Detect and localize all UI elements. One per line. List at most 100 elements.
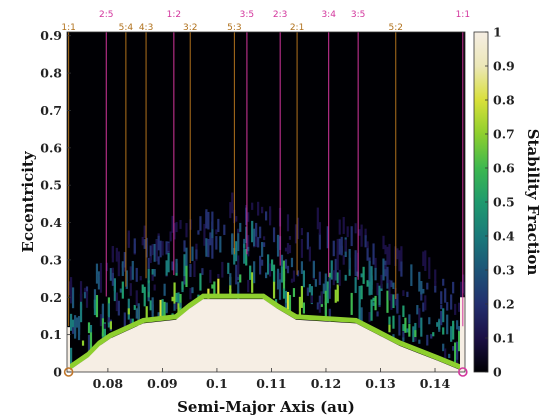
speckle-cell — [400, 246, 403, 263]
speckle-cell — [149, 245, 152, 260]
speckle-cell — [394, 293, 397, 306]
speckle-cell — [370, 299, 373, 321]
resonance-label: 1:1 — [61, 23, 75, 33]
speckle-cell — [402, 331, 405, 340]
speckle-cell — [314, 279, 317, 287]
speckle-cell — [205, 209, 208, 229]
speckle-cell — [77, 319, 81, 341]
colorbar-tick-label: 0.8 — [493, 93, 515, 108]
colorbar-tick-label: 0.9 — [493, 59, 515, 74]
colorbar-tick-label: 0.3 — [493, 263, 515, 278]
speckle-cell — [235, 264, 238, 285]
speckle-cell — [414, 337, 417, 342]
speckle-cell — [350, 226, 353, 247]
speckle-cell — [107, 303, 110, 325]
speckle-cell — [362, 266, 365, 284]
speckle-cell — [259, 226, 262, 239]
speckle-cell — [290, 278, 294, 283]
speckle-cell — [175, 258, 178, 273]
speckle-cell — [358, 298, 361, 314]
colorbar-tick-label: 0.6 — [493, 161, 515, 176]
speckle-cell — [149, 256, 152, 263]
speckle-cell — [115, 292, 118, 312]
speckle-cell — [257, 237, 260, 248]
speckle-cell — [131, 260, 134, 280]
speckle-cell — [93, 289, 97, 310]
speckle-cell — [171, 261, 174, 271]
speckle-cell — [189, 266, 192, 277]
speckle-cell — [149, 300, 152, 311]
speckle-cell — [69, 347, 73, 365]
speckle-cell — [175, 222, 178, 233]
speckle-cell — [99, 274, 103, 293]
speckle-cell — [147, 283, 150, 292]
speckle-cell — [141, 284, 144, 293]
speckle-cell — [300, 227, 304, 236]
speckle-cell — [350, 292, 353, 315]
x-tick-label: 0.1 — [206, 376, 228, 391]
speckle-cell — [103, 330, 106, 335]
speckle-cell — [197, 230, 200, 235]
speckle-cell — [247, 246, 250, 252]
speckle-cell — [109, 268, 112, 281]
speckle-cell — [245, 249, 248, 266]
speckle-cell — [374, 257, 377, 270]
speckle-cell — [334, 289, 337, 303]
colorbar-title: Stability Fraction — [524, 129, 542, 276]
speckle-cell — [374, 267, 377, 281]
y-axis: 0 0.1 0.2 0.3 0.4 0.5 0.6 0.7 0.8 0.9 — [40, 28, 71, 380]
speckle-cell — [185, 247, 188, 266]
speckle-cell — [464, 282, 465, 296]
speckle-cell — [318, 303, 321, 313]
speckle-cell — [452, 320, 455, 340]
speckle-cell — [426, 282, 429, 290]
speckle-cell — [336, 272, 339, 284]
resonance-label: 4:3 — [139, 23, 153, 33]
resonance-label: 2:1 — [290, 23, 304, 33]
speckle-cell — [101, 332, 105, 342]
speckle-cell — [229, 288, 232, 296]
speckle-cell — [155, 239, 158, 262]
speckle-cell — [237, 255, 240, 278]
speckle-cell — [302, 302, 305, 314]
speckle-cell — [261, 242, 264, 257]
speckle-cell — [414, 330, 417, 340]
speckle-cell — [342, 255, 345, 265]
speckle-cell — [121, 261, 124, 276]
speckle-cell — [251, 220, 254, 243]
speckle-cell — [195, 249, 198, 259]
speckle-cell — [434, 285, 437, 293]
speckle-cell — [368, 312, 371, 322]
speckle-cell — [75, 317, 79, 328]
speckle-cell — [183, 254, 186, 277]
resonance-labels: 1:1 2:5 5:4 4:3 1:23:2 5:3 3:5 2:32:1 3:4 3:5 5:2 1… — [61, 10, 470, 33]
speckle-cell — [452, 281, 455, 294]
speckle-cell — [388, 316, 391, 325]
speckle-cell — [280, 266, 284, 283]
speckle-cell — [213, 281, 216, 296]
speckle-cell — [191, 246, 194, 261]
plot-frame — [66, 31, 466, 373]
speckle-cell — [261, 206, 264, 214]
plot-area — [67, 32, 465, 372]
speckle-cell — [420, 281, 423, 295]
speckle-cell — [83, 292, 87, 299]
x-tick-label: 0.12 — [311, 376, 341, 391]
speckle-cell — [151, 297, 154, 313]
speckle-cell — [448, 353, 451, 359]
speckle-cell — [284, 290, 288, 311]
speckle-cell — [338, 219, 341, 235]
speckle-cell — [454, 342, 457, 363]
speckle-cell — [201, 268, 204, 275]
speckle-cell — [231, 233, 234, 255]
speckle-cell — [251, 272, 254, 293]
speckle-cell — [300, 238, 304, 258]
resonance-label: 3:2 — [183, 23, 197, 33]
resonance-label: 3:5 — [240, 10, 254, 20]
speckle-cell — [302, 270, 305, 288]
speckle-cell — [272, 281, 276, 299]
speckle-cell — [185, 265, 188, 288]
speckle-cell — [85, 286, 89, 295]
speckle-cell — [179, 220, 182, 229]
speckle-cell — [101, 318, 105, 337]
